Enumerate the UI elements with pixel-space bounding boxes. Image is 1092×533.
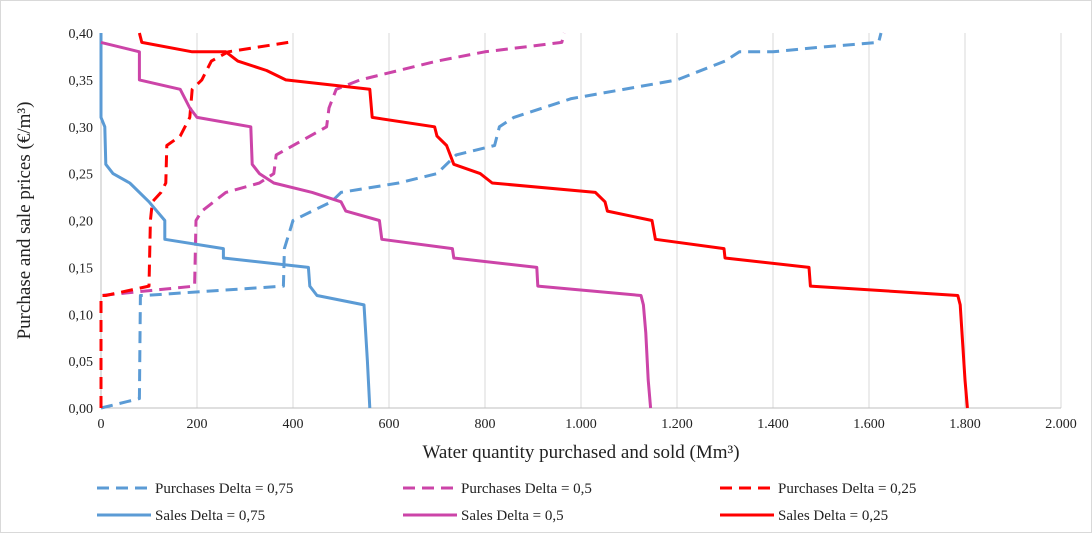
y-tick-label: 0,10 <box>69 308 94 323</box>
x-tick-label: 600 <box>379 417 400 432</box>
series-line-1 <box>100 32 883 410</box>
legend-entry-label: Purchases Delta = 0,75 <box>155 481 293 497</box>
x-tick-label: 2.000 <box>1045 417 1077 432</box>
y-tick-label: 0,35 <box>69 74 94 89</box>
series-line-4 <box>99 33 372 409</box>
series-line-3 <box>99 40 289 408</box>
y-tick-label: 0,30 <box>69 121 94 136</box>
x-tick-label: 200 <box>187 417 208 432</box>
legend: Purchases Delta = 0,75 Purchases Delta = … <box>97 481 916 524</box>
series-line-2 <box>99 32 566 408</box>
x-tick-label: 800 <box>475 417 496 432</box>
legend-entry-label: Sales Delta = 0,75 <box>155 508 265 524</box>
y-tick-label: 0,25 <box>69 168 94 183</box>
y-axis-label: Purchase and sale prices (€/m³) <box>14 102 35 340</box>
tick-labels: 0 200 400 600 800 1.000 1.200 1.400 1.600 1.800 2.… <box>69 27 1077 432</box>
y-tick-label: 0,00 <box>69 402 94 417</box>
x-axis-label: Water quantity purchased and sold (Mm³) <box>422 442 739 463</box>
x-tick-label: 1.600 <box>853 417 885 432</box>
y-tick-label: 0,15 <box>69 261 94 276</box>
legend-entry-label: Purchases Delta = 0,5 <box>461 481 592 497</box>
series-line-5 <box>100 40 653 409</box>
legend-entry-label: Sales Delta = 0,5 <box>461 508 564 524</box>
x-tick-label: 1.200 <box>661 417 693 432</box>
x-tick-label: 1.000 <box>565 417 597 432</box>
series-lines <box>99 32 969 410</box>
gridlines <box>196 33 1062 408</box>
x-tick-label: 1.400 <box>757 417 789 432</box>
x-tick-label: 1.800 <box>949 417 981 432</box>
legend-entry-label: Sales Delta = 0,25 <box>778 508 888 524</box>
legend-entry-label: Purchases Delta = 0,25 <box>778 481 916 497</box>
series-line-6 <box>137 32 969 409</box>
y-tick-label: 0,05 <box>69 355 94 370</box>
y-tick-label: 0,20 <box>69 215 94 230</box>
x-tick-label: 0 <box>98 417 105 432</box>
y-tick-label: 0,40 <box>69 27 94 42</box>
x-tick-label: 400 <box>283 417 304 432</box>
